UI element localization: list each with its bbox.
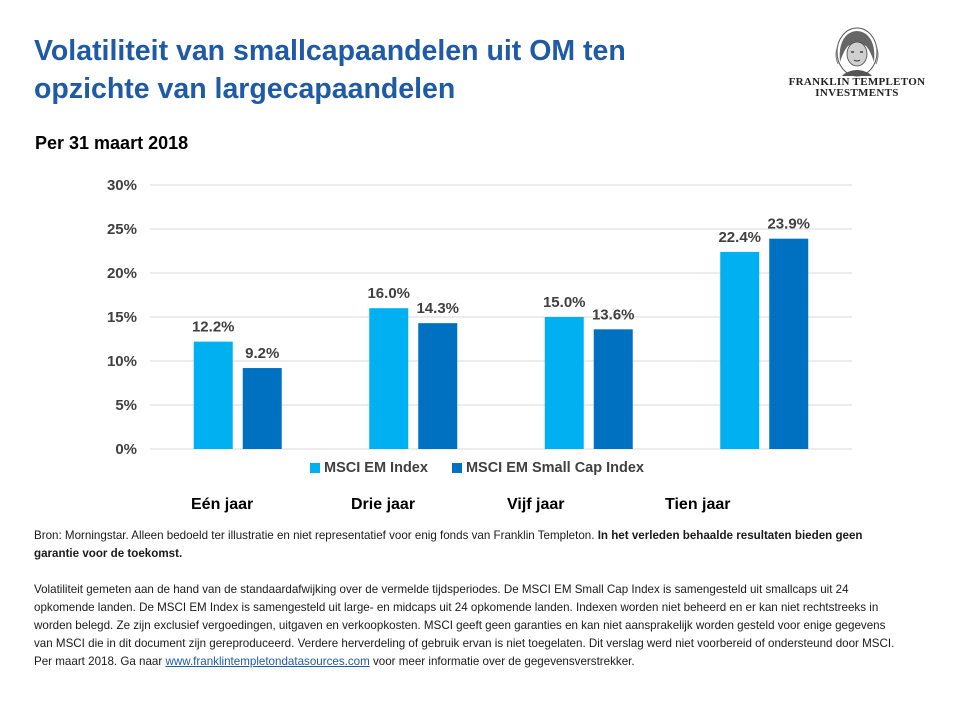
- y-tick-label: 20%: [107, 265, 137, 282]
- page-title: Volatiliteit van smallcapaandelen uit OM…: [34, 32, 734, 108]
- y-tick-label: 15%: [107, 309, 137, 326]
- title-line-2: opzichte van largecapaandelen: [34, 73, 456, 105]
- source-text: Bron: Morningstar. Alleen bedoeld ter il…: [34, 529, 598, 542]
- bar-series-1-cat-1: [193, 341, 233, 449]
- bar-series-2-cat-1: [242, 368, 282, 449]
- title-line-1: Volatiliteit van smallcapaandelen uit OM…: [34, 35, 626, 67]
- franklin-templeton-logo: FRANKLIN TEMPLETON INVESTMENTS: [782, 26, 932, 99]
- data-label-series-1-cat-3: 15.0%: [543, 294, 586, 311]
- y-tick-label: 25%: [107, 221, 137, 238]
- footnotes: Bron: Morningstar. Alleen bedoeld ter il…: [34, 527, 904, 671]
- data-label-series-2-cat-1: 9.2%: [245, 345, 279, 362]
- page-subtitle: Per 31 maart 2018: [35, 133, 189, 153]
- category-label-4: Tien jaar: [665, 496, 731, 513]
- datasources-link[interactable]: www.franklintempletondatasources.com: [165, 655, 370, 668]
- data-label-series-2-cat-3: 13.6%: [592, 306, 635, 323]
- bar-series-1-cat-3: [544, 317, 584, 449]
- data-label-series-1-cat-1: 12.2%: [192, 319, 235, 336]
- bar-series-2-cat-4: [769, 238, 809, 449]
- logo-text-line-1: FRANKLIN TEMPLETON: [788, 76, 926, 88]
- bar-series-1-cat-2: [369, 308, 409, 449]
- legend-item-series-2: MSCI EM Small Cap Index: [451, 460, 645, 476]
- y-tick-label: 30%: [107, 177, 137, 194]
- chart-legend: MSCI EM Index MSCI EM Small Cap Index: [310, 460, 644, 476]
- bar-series-1-cat-4: [720, 251, 760, 449]
- category-label-2: Drie jaar: [351, 496, 416, 513]
- category-label-3: Vijf jaar: [507, 496, 565, 513]
- disclaimer-text: Volatiliteit gemeten aan de hand van de …: [34, 583, 895, 668]
- data-label-series-2-cat-2: 14.3%: [416, 300, 459, 317]
- legend-item-series-1: MSCI EM Index: [310, 460, 428, 476]
- y-tick-label: 10%: [107, 353, 137, 370]
- performance-disclaimer: In het verleden behaalde resultaten bied…: [34, 529, 863, 560]
- data-label-series-1-cat-4: 22.4%: [718, 229, 761, 246]
- y-axis-ticks: 0% 5% 10% 15% 20% 25% 30%: [107, 177, 137, 458]
- legend-label-series-1: MSCI EM Index: [324, 460, 428, 476]
- source-note: Bron: Morningstar. Alleen bedoeld ter il…: [34, 527, 904, 563]
- disclaimer-end: voor meer informatie over de gegevensver…: [369, 655, 635, 668]
- category-label-1: Eén jaar: [191, 496, 254, 513]
- y-tick-label: 0%: [115, 441, 137, 458]
- data-label-series-2-cat-4: 23.9%: [767, 216, 810, 233]
- y-tick-label: 5%: [115, 397, 137, 414]
- bar-series-2-cat-3: [593, 329, 633, 449]
- bar-series-2-cat-2: [418, 323, 458, 449]
- legend-swatch-series-1: [310, 463, 320, 473]
- bar-chart: 0%5%10%15%20%25%30% 12.2%9.2%16.0%14.3% 1…: [107, 177, 852, 458]
- legend-label-series-2: MSCI EM Small Cap Index: [465, 460, 645, 476]
- bars: [193, 238, 809, 449]
- data-labels: 12.2% 9.2% 16.0% 14.3% 15.0% 13.6% 22.4% 23.9%: [192, 216, 810, 362]
- legend-swatch-series-2: [451, 463, 462, 473]
- logo-text-line-2: INVESTMENTS: [815, 87, 899, 99]
- portrait-emblem-icon: [835, 27, 879, 77]
- disclaimer-note: Volatiliteit gemeten aan de hand van de …: [34, 581, 904, 671]
- data-label-series-1-cat-2: 16.0%: [367, 285, 410, 302]
